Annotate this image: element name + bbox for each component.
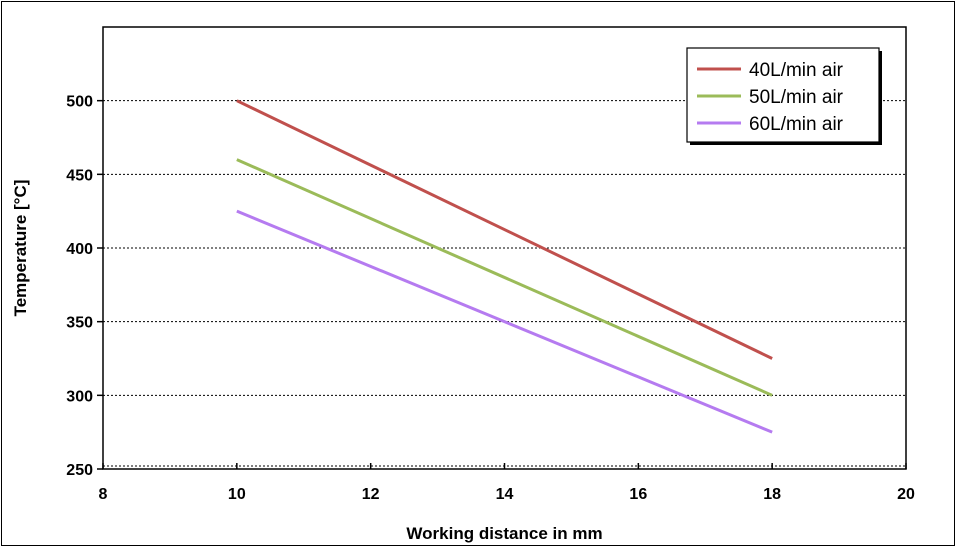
- y-tick-label: 400: [66, 241, 93, 258]
- legend-label: 50L/min air: [749, 87, 844, 108]
- y-axis-ticks: 250 300 350 400 450 500: [66, 94, 103, 479]
- x-tick-label: 20: [897, 486, 915, 503]
- x-tick-label: 12: [362, 486, 380, 503]
- x-axis-ticks: 8 10 12 14 16 18 20: [99, 463, 915, 503]
- x-tick-label: 14: [496, 486, 514, 503]
- legend: 40L/min air 50L/min air 60L/min air: [686, 47, 882, 145]
- y-tick-label: 450: [66, 167, 93, 184]
- series-lines: [236, 99, 773, 434]
- y-tick-label: 500: [66, 94, 93, 111]
- y-axis-title: Temperature [°C]: [11, 180, 30, 317]
- y-tick-label: 300: [66, 388, 93, 405]
- series-line-1: [236, 99, 773, 360]
- legend-label: 40L/min air: [749, 60, 844, 81]
- series-line-2: [236, 158, 773, 397]
- y-tick-label: 250: [66, 462, 93, 479]
- x-tick-label: 18: [763, 486, 781, 503]
- x-tick-label: 10: [228, 486, 246, 503]
- legend-label: 60L/min air: [749, 114, 844, 135]
- x-axis-title: Working distance in mm: [406, 524, 602, 543]
- y-tick-label: 350: [66, 315, 93, 332]
- x-tick-label: 16: [629, 486, 647, 503]
- x-tick-label: 8: [99, 486, 108, 503]
- series-line-3: [236, 209, 773, 434]
- gridlines: [103, 100, 906, 467]
